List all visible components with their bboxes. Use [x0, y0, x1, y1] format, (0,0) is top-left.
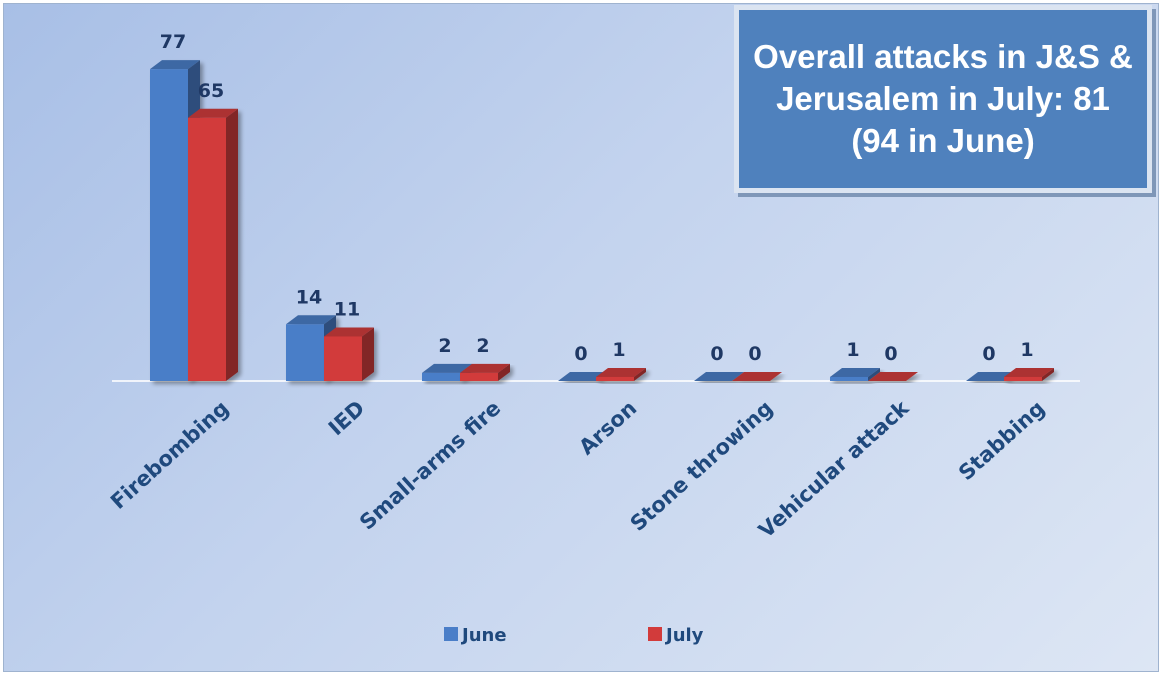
value-label-july-3: 1: [612, 339, 625, 361]
bar-june-3: [558, 372, 608, 381]
value-label-july-1: 11: [334, 298, 360, 320]
value-label-july-6: 1: [1020, 339, 1033, 361]
value-label-june-0: 77: [160, 31, 186, 53]
bar-july-3: [596, 367, 646, 381]
legend-label-june: June: [460, 625, 507, 646]
value-label-july-0: 65: [198, 80, 224, 102]
bar-july-1: [324, 327, 374, 381]
value-label-june-5: 1: [846, 339, 859, 361]
legend-swatch-june: [444, 627, 458, 641]
value-label-june-2: 2: [438, 335, 451, 357]
value-label-july-4: 0: [748, 343, 761, 365]
value-label-june-6: 0: [982, 343, 995, 365]
legend-swatch-july: [648, 627, 662, 641]
bar-july-0: [188, 108, 238, 381]
value-label-july-2: 2: [476, 335, 489, 357]
chart-title: Overall attacks in J&S & Jerusalem in Ju…: [734, 5, 1152, 193]
tick-label-3: Arson: [574, 396, 641, 460]
bar-june-6: [966, 372, 1016, 381]
value-label-july-5: 0: [884, 343, 897, 365]
value-label-june-3: 0: [574, 343, 587, 365]
tick-label-5: Vehicular attack: [754, 395, 914, 543]
tick-label-4: Stone throwing: [626, 396, 778, 536]
bar-july-6: [1004, 367, 1054, 381]
bar-july-5: [868, 372, 918, 381]
bar-june-5: [830, 367, 880, 381]
bar-june-4: [694, 372, 744, 381]
tick-label-0: Firebombing: [106, 396, 233, 514]
tick-label-6: Stabbing: [954, 396, 1049, 485]
bar-july-4: [732, 372, 782, 381]
tick-label-2: Small-arms fire: [355, 396, 505, 535]
legend: June July: [444, 625, 704, 646]
bar-july-2: [460, 363, 510, 381]
value-label-june-1: 14: [296, 286, 322, 308]
legend-label-july: July: [664, 625, 704, 646]
tick-label-1: IED: [324, 396, 369, 440]
value-label-june-4: 0: [710, 343, 723, 365]
